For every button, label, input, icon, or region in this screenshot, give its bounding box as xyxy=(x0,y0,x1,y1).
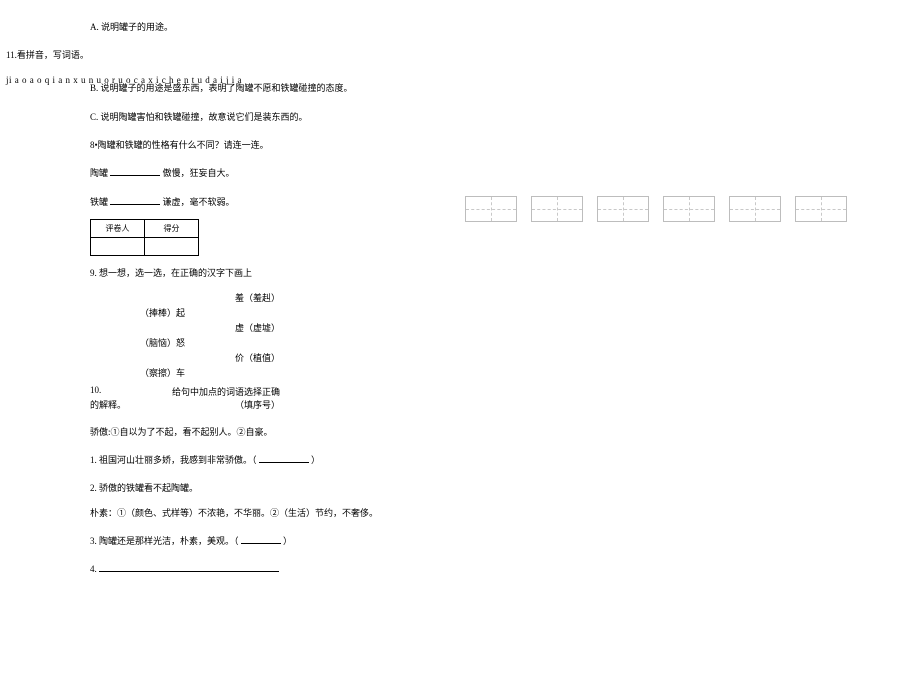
q9-row: （察擦）车 xyxy=(90,366,430,379)
table-row xyxy=(91,238,199,256)
score-header-1: 评卷人 xyxy=(91,220,145,238)
tie-label: 铁罐 xyxy=(90,197,108,207)
tao-row: 陶罐 傲慢，狂妄自大。 xyxy=(50,166,430,180)
blank[interactable] xyxy=(241,534,281,544)
option-a: A. 说明罐子的用途。 xyxy=(50,20,430,34)
q10-num: 10. xyxy=(90,385,101,398)
q10-text: 给句中加点的词语选择正确 xyxy=(172,385,430,398)
option-b: B. 说明罐子的用途是盛东西，表明了陶罐不愿和铁罐碰撞的态度。 xyxy=(50,81,430,95)
sent3-text: 3. 陶罐还是那样光洁，朴素，美观。（ xyxy=(90,536,239,546)
close-paren: ） xyxy=(311,455,320,465)
q9-r1: 羞（羞赳） xyxy=(235,291,430,304)
q9-r5: 价（植值） xyxy=(235,351,430,364)
write-box[interactable] xyxy=(795,196,847,222)
tie-trait: 谦虚，毫不软弱。 xyxy=(163,197,235,207)
sent3: 3. 陶罐还是那样光洁，朴素，美观。（ ） xyxy=(50,534,430,548)
q10-tail-r: （填序号） xyxy=(235,398,430,411)
q9-row: 羞（羞赳） xyxy=(90,291,430,304)
blank[interactable] xyxy=(110,195,160,205)
sent2: 2. 骄傲的铁罐看不起陶罐。 xyxy=(50,481,430,495)
q10-tail: 的解释。 xyxy=(90,398,126,411)
pinyin-write-grid xyxy=(465,196,847,222)
q9-r3: 虚（虚墟） xyxy=(235,321,430,334)
blank[interactable] xyxy=(259,453,309,463)
sent4: 4. xyxy=(50,562,430,576)
blank-long[interactable] xyxy=(99,562,279,572)
write-box[interactable] xyxy=(465,196,517,222)
option-c: C. 说明陶罐害怕和铁罐碰撞，故意说它们是装东西的。 xyxy=(50,110,430,124)
tao-label: 陶罐 xyxy=(90,168,108,178)
q9-row: （捧棒）起 xyxy=(90,306,430,319)
score-table: 评卷人 得分 xyxy=(90,219,199,256)
q9-row: 虚（虚墟） xyxy=(90,321,430,334)
q9-row: 价（植值） xyxy=(90,351,430,364)
q8-lead: 8•陶罐和铁罐的性格有什么不同？请连一连。 xyxy=(50,138,430,152)
score-cell[interactable] xyxy=(91,238,145,256)
tie-row: 铁罐 谦虚，毫不软弱。 xyxy=(50,195,430,209)
q9-l6: （察擦）车 xyxy=(90,366,185,379)
write-box[interactable] xyxy=(597,196,649,222)
q9-l4: （脑恼）怒 xyxy=(90,336,185,349)
q9-row: （脑恼）怒 xyxy=(90,336,430,349)
write-box[interactable] xyxy=(663,196,715,222)
sent1-text: 1. 祖国河山壮丽多娇，我感到非常骄傲。（ xyxy=(90,455,257,465)
blank[interactable] xyxy=(110,166,160,176)
write-box[interactable] xyxy=(729,196,781,222)
table-row: 评卷人 得分 xyxy=(91,220,199,238)
q11-heading: 11.看拼音，写词语。 xyxy=(6,48,430,62)
sent1: 1. 祖国河山壮丽多娇，我感到非常骄傲。（ ） xyxy=(50,453,430,467)
score-header-2: 得分 xyxy=(145,220,199,238)
tao-trait: 傲慢，狂妄自大。 xyxy=(163,168,235,178)
jiaoao-def: 骄傲:①自以为了不起，看不起别人。②自豪。 xyxy=(50,425,430,439)
sent4-num: 4. xyxy=(90,564,97,574)
close-paren: ） xyxy=(283,536,292,546)
write-box[interactable] xyxy=(531,196,583,222)
pusu-def: 朴素：①（颜色、式样等）不浓艳，不华丽。②（生活）节约，不奢侈。 xyxy=(50,506,430,520)
q9-lead: 9. 想一想，选一选，在正确的汉字下画上 xyxy=(90,266,430,280)
q9-l2: （捧棒）起 xyxy=(90,306,185,319)
score-cell[interactable] xyxy=(145,238,199,256)
